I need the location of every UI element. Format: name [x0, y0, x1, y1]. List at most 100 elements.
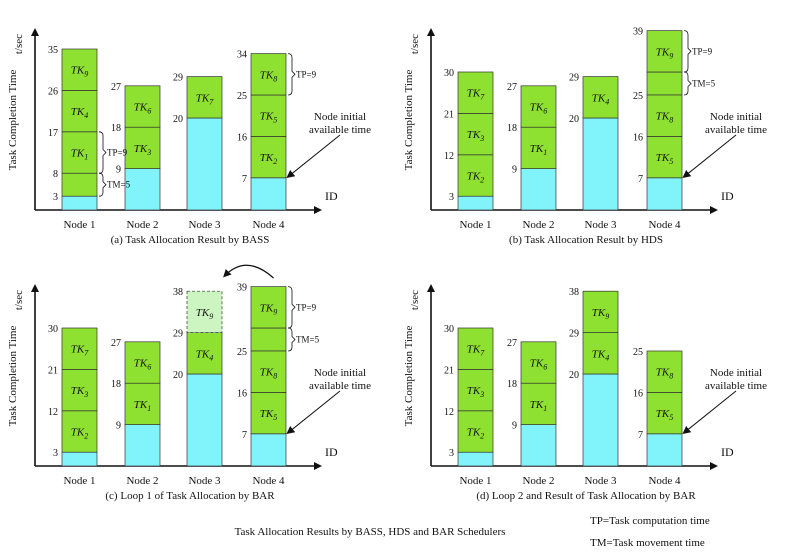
task-label: TK2: [467, 427, 484, 441]
brace-annotation-label: TP=9: [296, 302, 317, 312]
task-segment-node-4-3: [250, 53, 287, 96]
task-label: TK8: [260, 367, 277, 381]
task-segment-node-3-2: [582, 290, 619, 333]
task-label: TK6: [134, 358, 151, 372]
task-segment-node-2-2: [520, 341, 557, 384]
tick-value-label: 20: [569, 370, 579, 381]
category-label: Node 1: [63, 475, 95, 487]
task-label: TK3: [71, 385, 88, 399]
tick-value-label: 18: [507, 379, 517, 390]
tick-value-label: 3: [449, 448, 454, 459]
initial-block-node-2: [124, 168, 161, 211]
callout-label-line1: Node initial: [710, 111, 762, 123]
brace-annotation: [683, 30, 692, 73]
tick-value-label: 12: [48, 407, 58, 418]
tick-value-label: 8: [53, 169, 58, 180]
task-label-subscript: 9: [669, 51, 673, 60]
tick-value-label: 7: [242, 430, 247, 441]
y-unit-label: t/sec: [409, 34, 421, 54]
tick-value-label: 30: [48, 324, 58, 335]
task-label: TK8: [656, 111, 673, 125]
initial-block-node-2: [124, 424, 161, 467]
tick-value-label: 9: [116, 421, 121, 432]
tick-value-label: 9: [116, 165, 121, 176]
task-segment-node-2-1: [124, 126, 161, 169]
task-label-subscript: 4: [605, 353, 609, 362]
tick-value-label: 25: [633, 347, 643, 358]
brace-annotation-label: TP=9: [296, 69, 317, 79]
task-label-subscript: 3: [83, 390, 88, 399]
task-label: TK5: [656, 152, 673, 166]
callout-label-line2: available time: [705, 124, 767, 136]
legend-tm: TM=Task movement time: [590, 537, 705, 549]
tick-value-label: 9: [512, 165, 517, 176]
tick-value-label: 38: [173, 287, 183, 298]
task-label: TK8: [260, 69, 277, 83]
tick-value-label: 34: [237, 50, 247, 61]
category-label: Node 2: [522, 475, 554, 487]
initial-block-node-3: [582, 117, 619, 211]
task-label-subscript: 9: [209, 312, 213, 321]
figure-title: Task Allocation Results by BASS, HDS and…: [235, 526, 506, 538]
task-segment-node-4-2: [250, 350, 287, 393]
task-segment-node-4-1: [646, 392, 683, 435]
tick-value-label: 9: [512, 421, 517, 432]
tick-value-label: 38: [569, 287, 579, 298]
task-label: TK4: [592, 348, 609, 362]
tick-value-label: 20: [173, 370, 183, 381]
task-label-subscript: 8: [669, 116, 673, 125]
task-label: TK2: [71, 427, 88, 441]
initial-block-node-4: [250, 177, 287, 211]
category-label: Node 4: [252, 475, 285, 487]
category-label: Node 4: [648, 475, 681, 487]
brace-annotation: [683, 71, 692, 96]
tick-value-label: 18: [111, 123, 121, 134]
tick-value-label: 16: [237, 388, 247, 399]
task-label-subscript: 5: [669, 413, 673, 422]
task-label-subscript: 1: [543, 404, 547, 413]
task-label-subscript: 2: [480, 432, 484, 441]
task-label-subscript: 2: [84, 432, 88, 441]
task-label: TK5: [656, 408, 673, 422]
tick-value-label: 12: [444, 407, 454, 418]
task-label-subscript: 5: [273, 413, 277, 422]
subfigure-caption: (c) Loop 1 of Task Allocation by BAR: [105, 490, 275, 502]
initial-block-node-2: [520, 424, 557, 467]
initial-block-node-4: [646, 177, 683, 211]
initial-block-node-1: [61, 451, 98, 467]
tick-value-label: 25: [237, 347, 247, 358]
tick-value-label: 17: [48, 128, 58, 139]
brace-annotation-label: TM=5: [107, 180, 131, 190]
tick-value-label: 35: [48, 45, 58, 56]
brace-annotation-label: TM=5: [296, 335, 320, 345]
y-unit-label: t/sec: [13, 34, 25, 54]
task-label-subscript: 2: [480, 176, 484, 185]
task-label: TK6: [530, 102, 547, 116]
tick-value-label: 39: [237, 283, 247, 294]
callout-arrow: [286, 134, 341, 179]
subfigure-caption: (d) Loop 2 and Result of Task Allocation…: [476, 490, 696, 502]
category-label: Node 4: [252, 219, 285, 231]
task-segment-node-1-1: [61, 131, 98, 174]
task-label-subscript: 5: [669, 157, 673, 166]
callout-label-line2: available time: [705, 380, 767, 392]
category-label: Node 2: [126, 219, 158, 231]
x-axis-label: ID: [721, 189, 734, 203]
tick-value-label: 12: [444, 151, 454, 162]
tick-value-label: 25: [633, 91, 643, 102]
initial-block-node-3: [582, 373, 619, 467]
tick-value-label: 27: [111, 338, 121, 349]
task-label: TK9: [592, 307, 609, 321]
brace-annotation: [98, 131, 107, 174]
initial-block-node-2: [520, 168, 557, 211]
initial-block-node-1: [61, 195, 98, 211]
task-label: TK3: [467, 385, 484, 399]
task-label: TK5: [260, 408, 277, 422]
tick-value-label: 20: [173, 114, 183, 125]
initial-block-node-1: [457, 195, 494, 211]
task-label-subscript: 4: [84, 111, 88, 120]
y-axis-label: Task Completion Time: [403, 70, 415, 171]
task-segment-node-2-1: [520, 126, 557, 169]
tick-value-label: 39: [633, 27, 643, 38]
